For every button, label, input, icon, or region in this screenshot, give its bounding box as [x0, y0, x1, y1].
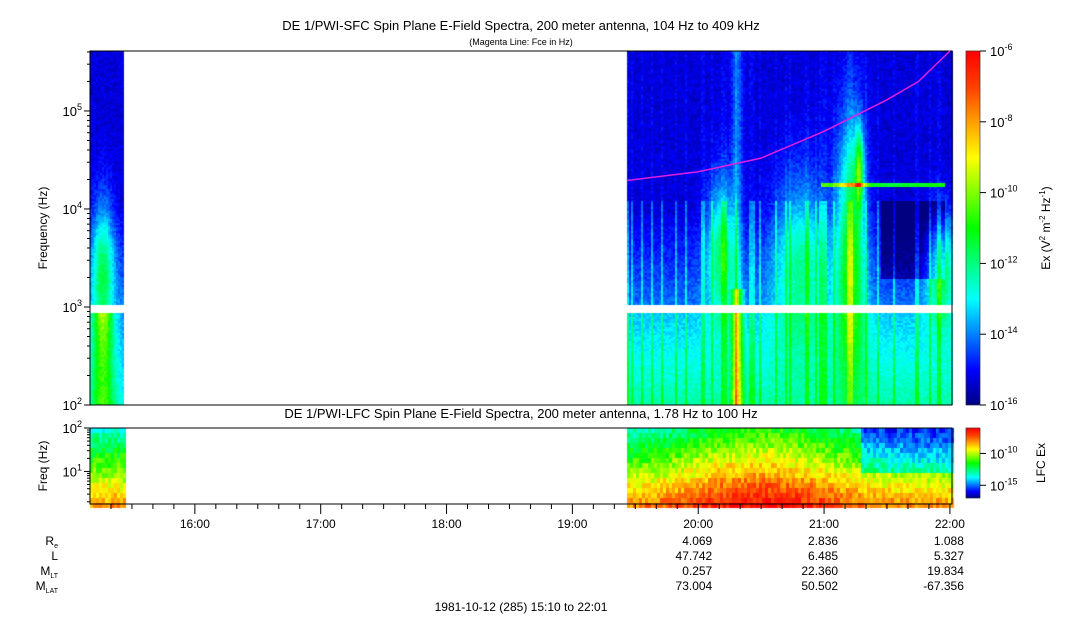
x-tick-label: 16:00	[180, 517, 210, 531]
lfc-y-tick-label: 101	[63, 462, 82, 479]
ephemeris-value: 4.069	[682, 534, 712, 548]
ephemeris-label-3: MLAT	[36, 579, 59, 595]
ephemeris-value: 22.360	[801, 564, 838, 578]
ephemeris-value: 73.004	[676, 579, 713, 593]
sfc-plot-frame	[89, 50, 953, 406]
lfc-panel-title: DE 1/PWI-LFC Spin Plane E-Field Spectra,…	[284, 406, 757, 421]
ephemeris-value: 1.088	[934, 534, 964, 548]
ephemeris-value: 6.485	[808, 549, 838, 563]
sfc-colorbar-tick-label: 10-8	[990, 113, 1012, 130]
fce-line	[626, 50, 951, 182]
x-tick-label: 22:00	[935, 517, 965, 531]
ephemeris-value: 0.257	[682, 564, 712, 578]
ephemeris-value: -67.356	[923, 579, 964, 593]
lfc-y-axis-label: Freq (Hz)	[36, 441, 50, 492]
lfc-colorbar-tick-label: 10-15	[990, 476, 1017, 493]
sfc-y-tick-label: 105	[63, 102, 82, 119]
ephemeris-value: 2.836	[808, 534, 838, 548]
lfc-y-tick-label: 102	[63, 419, 82, 436]
ephemeris-label-1: L	[51, 549, 58, 563]
x-tick-label: 17:00	[306, 517, 336, 531]
sfc-colorbar-label: Ex (V2 m-2 Hz-1)	[1038, 186, 1053, 269]
x-tick-label: 21:00	[809, 517, 839, 531]
sfc-colorbar-tick-label: 10-12	[990, 254, 1017, 271]
sfc-colorbar-tick-label: 10-16	[990, 396, 1017, 413]
sfc-y-tick-label: 102	[63, 396, 82, 413]
sfc-colorbar-tick-label: 10-14	[990, 325, 1017, 342]
sfc-colorbar-tick-label: 10-6	[990, 42, 1012, 59]
sfc-colorbar	[965, 50, 981, 406]
sfc-y-axis-label: Frequency (Hz)	[36, 187, 50, 270]
time-range-footer: 1981-10-12 (285) 15:10 to 22:01	[435, 600, 608, 614]
x-tick-label: 18:00	[432, 517, 462, 531]
sfc-y-tick-label: 103	[63, 298, 82, 315]
lfc-plot-frame	[89, 427, 953, 505]
lfc-colorbar-tick-label: 10-10	[990, 444, 1017, 461]
lfc-colorbar	[965, 427, 981, 499]
x-tick-label: 19:00	[557, 517, 587, 531]
ephemeris-value: 5.327	[934, 549, 964, 563]
ephemeris-label-2: MLT	[40, 564, 58, 580]
ephemeris-label-0: Re	[45, 534, 58, 550]
x-tick-label: 20:00	[683, 517, 713, 531]
lfc-colorbar-label: LFC Ex	[1034, 443, 1048, 483]
ephemeris-value: 19.834	[927, 564, 964, 578]
ephemeris-value: 50.502	[801, 579, 838, 593]
chart-subtitle: (Magenta Line: Fce in Hz)	[469, 37, 573, 47]
chart-title: DE 1/PWI-SFC Spin Plane E-Field Spectra,…	[282, 18, 760, 33]
sfc-colorbar-tick-label: 10-10	[990, 184, 1017, 201]
ephemeris-value: 47.742	[676, 549, 713, 563]
sfc-y-tick-label: 104	[63, 200, 82, 217]
